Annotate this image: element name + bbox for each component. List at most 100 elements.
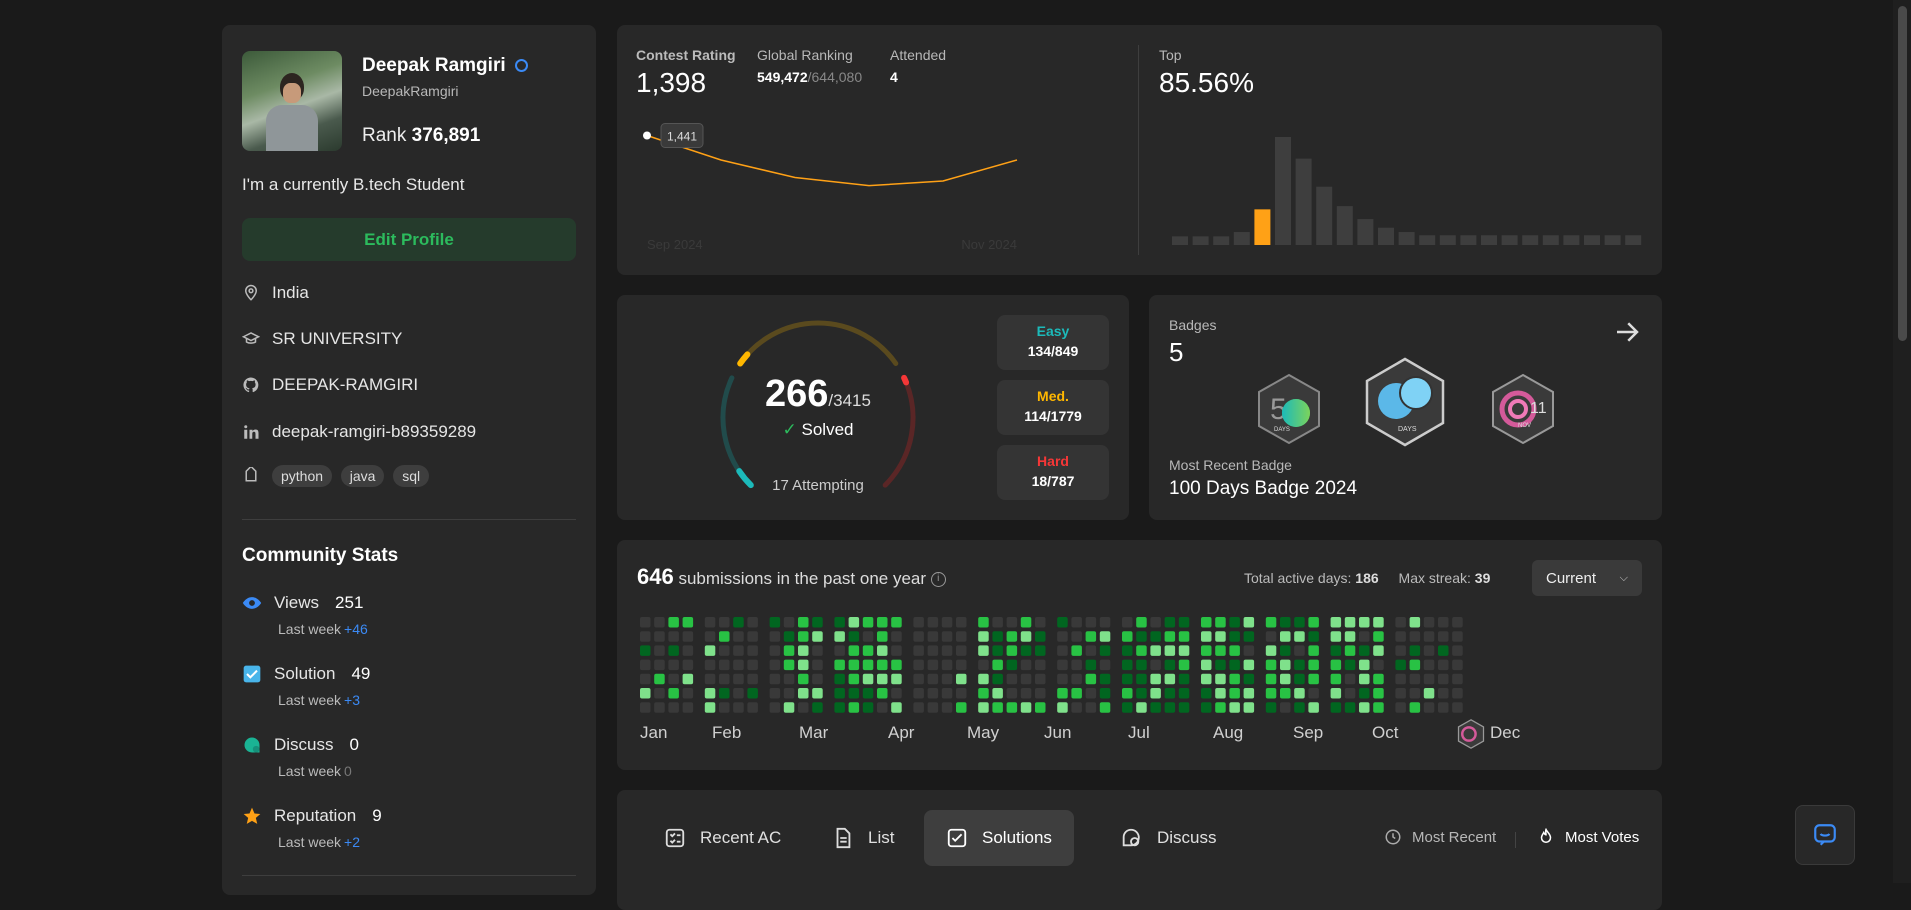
heatmap-cell (941, 673, 953, 685)
heatmap-cell (1057, 617, 1068, 628)
heatmap-cell (992, 645, 1003, 656)
heatmap-cell (1373, 659, 1384, 671)
heatmap-cell (1006, 659, 1018, 671)
heatmap-cell (862, 673, 874, 685)
tab-discuss[interactable]: Discuss (1097, 810, 1239, 866)
skill-tag[interactable]: python (272, 465, 333, 487)
heatmap-cell (913, 645, 924, 656)
heatmap-cell (1071, 673, 1082, 685)
heatmap-cell (1330, 702, 1342, 713)
heatmap-cell (1359, 673, 1370, 685)
rating-histogram[interactable] (1162, 135, 1642, 250)
heatmap-cell (812, 617, 823, 628)
github-row[interactable]: DEEPAK-RAMGIRI (242, 375, 418, 395)
heatmap-cell (640, 617, 651, 628)
arrow-right-icon[interactable] (1612, 317, 1642, 347)
heatmap-cell (1395, 688, 1406, 699)
heatmap-cell (1099, 617, 1111, 628)
heatmap-cell (668, 631, 679, 642)
heatmap-cell (891, 631, 902, 642)
profile-card: Deepak Ramgiri DeepakRamgiri Rank 376,89… (222, 25, 596, 895)
heatmap-cell (978, 659, 989, 671)
scrollbar[interactable] (1893, 0, 1911, 883)
heatmap-cell (1423, 702, 1435, 713)
submission-heatmap[interactable] (637, 615, 1647, 720)
november-badge-icon[interactable] (1457, 719, 1485, 749)
heatmap-cell (1229, 688, 1240, 699)
heatmap-cell (733, 673, 744, 685)
heatmap-cell (913, 688, 924, 699)
heatmap-cell (1201, 631, 1212, 642)
heatmap-cell (783, 702, 795, 713)
heatmap-cell (1150, 617, 1161, 628)
heatmap-cell (1201, 617, 1212, 628)
scrollbar-thumb[interactable] (1898, 6, 1907, 341)
hard-stat[interactable]: Hard 18/787 (997, 445, 1109, 500)
heatmap-cell (862, 659, 874, 671)
skill-tag[interactable]: java (340, 465, 385, 487)
easy-stat[interactable]: Easy 134/849 (997, 315, 1109, 370)
sort-most-votes[interactable]: Most Votes (1537, 828, 1639, 846)
heatmap-cell (1373, 702, 1384, 713)
heatmap-cell (682, 645, 694, 656)
histogram-bar (1213, 236, 1230, 245)
histogram-bar (1481, 235, 1497, 245)
histogram-bar (1295, 158, 1312, 245)
50-days-badge[interactable]: 5 DAYS (1256, 373, 1322, 445)
heatmap-cell (1085, 617, 1097, 628)
heatmap-cell (1006, 688, 1018, 699)
heatmap-cell (1344, 659, 1356, 671)
heatmap-cell (941, 617, 953, 628)
avatar[interactable] (242, 51, 342, 151)
tab-recent-ac[interactable]: Recent AC (642, 810, 803, 866)
contest-rating: Contest Rating 1,398 (636, 47, 736, 98)
heatmap-cell (848, 673, 860, 685)
badges-card: Badges 5 5 DAYS DAYS 11 NOV Most Recent … (1149, 295, 1662, 520)
sort-most-recent[interactable]: Most Recent (1384, 828, 1496, 846)
info-icon[interactable]: i (930, 572, 946, 588)
heatmap-cell (1201, 688, 1212, 699)
heatmap-cell (1452, 659, 1463, 671)
heatmap-cell (1164, 659, 1176, 671)
solved-progress-ring[interactable] (703, 313, 933, 503)
linkedin-row[interactable]: deepak-ramgiri-b89359289 (242, 422, 476, 442)
heatmap-cell (1178, 688, 1190, 699)
heatmap-cell (1330, 673, 1342, 685)
medium-stat[interactable]: Med. 114/1779 (997, 380, 1109, 435)
divider (242, 875, 576, 876)
year-selector[interactable]: Current ⌵ (1532, 560, 1642, 596)
100-days-badge[interactable]: DAYS (1364, 357, 1446, 447)
edit-profile-button[interactable]: Edit Profile (242, 218, 576, 261)
heatmap-cell (668, 659, 679, 671)
most-recent-badge-name: 100 Days Badge 2024 (1169, 478, 1358, 499)
heatmap-cell (1215, 673, 1226, 685)
heatmap-cell (891, 702, 902, 713)
heatmap-cell (783, 659, 795, 671)
tab-list[interactable]: List (810, 810, 916, 866)
heatmap-cell (640, 631, 651, 642)
heatmap-cell (1035, 631, 1046, 642)
heatmap-cell (992, 617, 1003, 628)
heatmap-cell (1057, 659, 1068, 671)
heatmap-cell (1164, 673, 1176, 685)
heatmap-cell (1006, 702, 1018, 713)
histogram-bar (1172, 236, 1188, 245)
heatmap-cell (668, 673, 679, 685)
heatmap-cell (654, 673, 665, 685)
heatmap-cell (1229, 659, 1240, 671)
heatmap-cell (1229, 645, 1240, 656)
heatmap-cell (1265, 659, 1277, 671)
heatmap-cell (992, 659, 1003, 671)
chat-button[interactable] (1795, 805, 1855, 865)
tab-solutions[interactable]: Solutions (924, 810, 1074, 866)
heatmap-cell (1085, 688, 1097, 699)
heatmap-cell (1085, 645, 1097, 656)
rating-line-chart[interactable]: 1,441 Sep 2024 Nov 2024 (637, 115, 1127, 255)
heatmap-cell (1215, 659, 1226, 671)
skill-tag[interactable]: sql (393, 465, 430, 487)
heatmap-cell (1085, 673, 1097, 685)
november-badge[interactable]: 11 NOV (1490, 373, 1556, 445)
heatmap-cell (682, 631, 694, 642)
heatmap-cell (891, 645, 902, 656)
contest-rating-card: Contest Rating 1,398 Global Ranking 549,… (617, 25, 1662, 275)
